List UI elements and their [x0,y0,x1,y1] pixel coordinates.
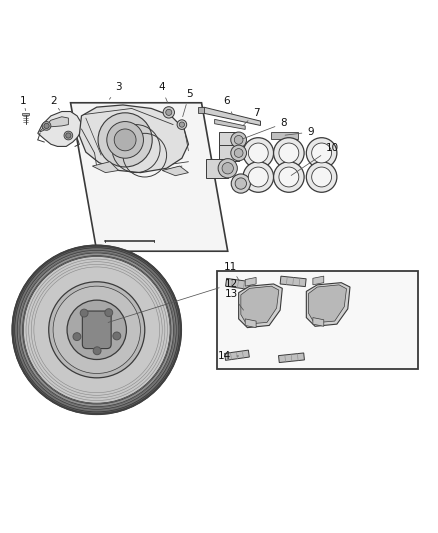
Text: 6: 6 [223,96,232,114]
Polygon shape [219,132,239,148]
Circle shape [231,174,251,193]
Circle shape [235,178,247,189]
Circle shape [218,159,237,178]
Text: 4: 4 [158,83,168,103]
Circle shape [248,143,268,163]
Polygon shape [38,111,81,147]
Polygon shape [22,113,29,115]
Text: 8: 8 [243,118,287,139]
Text: 13: 13 [225,289,244,310]
Polygon shape [313,318,324,326]
Polygon shape [272,132,297,139]
FancyBboxPatch shape [82,311,111,349]
Text: 14: 14 [218,351,239,361]
Text: 5: 5 [183,89,193,117]
Circle shape [66,133,71,138]
Polygon shape [306,282,350,326]
Circle shape [53,286,141,374]
Circle shape [312,167,332,187]
Polygon shape [245,319,256,328]
Circle shape [177,120,187,130]
Polygon shape [241,286,279,324]
Text: 10: 10 [291,143,339,175]
Circle shape [248,167,268,187]
Text: 12: 12 [108,279,238,322]
Circle shape [306,138,337,168]
Circle shape [114,129,136,151]
Polygon shape [280,276,306,287]
Circle shape [44,123,49,128]
Polygon shape [219,145,239,161]
Bar [217,271,418,369]
Circle shape [279,143,299,163]
Circle shape [243,161,274,192]
Circle shape [12,246,181,414]
Circle shape [105,309,113,317]
Polygon shape [245,277,256,286]
Circle shape [243,138,274,168]
Circle shape [222,163,233,174]
Circle shape [231,132,247,148]
Polygon shape [162,166,188,176]
Polygon shape [225,350,249,360]
Polygon shape [226,278,251,289]
Text: 1: 1 [20,95,27,111]
Circle shape [98,113,152,167]
Text: 7: 7 [244,108,259,125]
Circle shape [67,300,127,359]
Polygon shape [198,107,204,113]
Polygon shape [239,284,283,328]
Polygon shape [313,276,324,285]
Text: 3: 3 [110,83,122,99]
Polygon shape [279,353,304,362]
Circle shape [163,107,174,118]
Circle shape [306,161,337,192]
Circle shape [113,332,121,340]
Text: 9: 9 [285,127,314,137]
Circle shape [179,122,184,127]
Polygon shape [40,117,68,132]
Circle shape [80,309,88,317]
Circle shape [274,138,304,168]
Polygon shape [79,105,188,173]
Circle shape [17,251,176,409]
Circle shape [234,149,243,157]
Circle shape [231,145,247,161]
Polygon shape [71,103,228,251]
Circle shape [23,256,170,403]
Text: 11: 11 [224,262,239,281]
Polygon shape [206,159,228,178]
Circle shape [234,135,243,144]
Polygon shape [215,119,245,130]
Circle shape [42,122,51,130]
Polygon shape [92,161,119,173]
Circle shape [73,333,81,341]
Circle shape [14,248,179,412]
Circle shape [312,143,332,163]
Circle shape [107,122,144,158]
Circle shape [279,167,299,187]
Circle shape [274,161,304,192]
Circle shape [22,256,171,404]
Text: 2: 2 [50,95,60,110]
Circle shape [93,347,101,354]
Circle shape [49,282,145,378]
Circle shape [20,253,173,407]
Circle shape [166,109,172,116]
Polygon shape [308,285,346,323]
Polygon shape [204,107,261,125]
Circle shape [64,131,73,140]
